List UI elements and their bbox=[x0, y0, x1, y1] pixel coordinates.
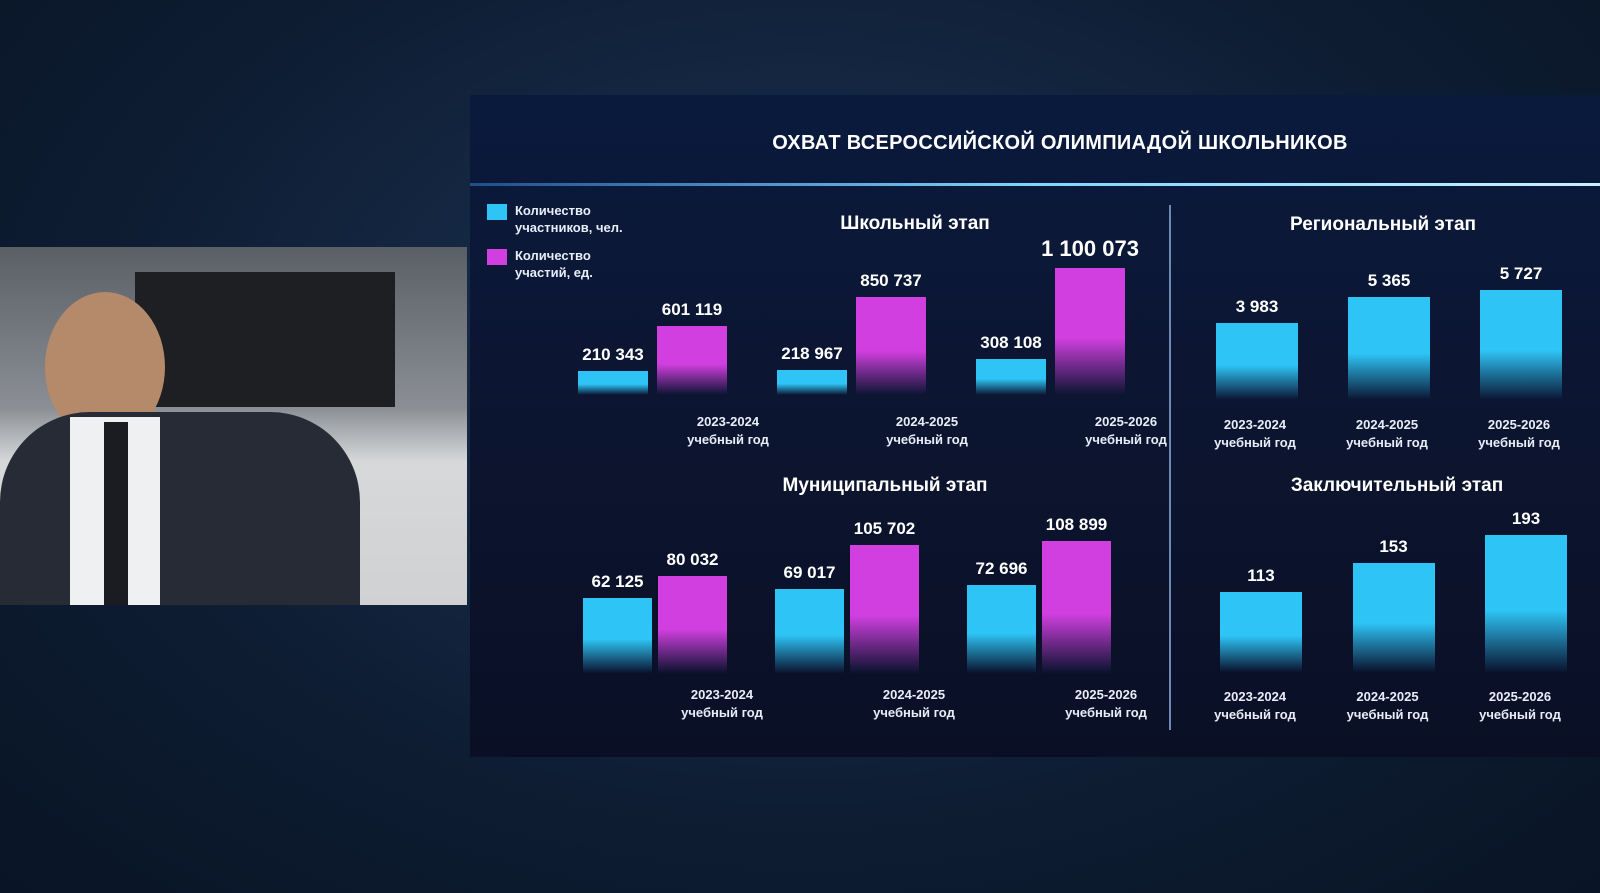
value-label: 193 bbox=[1511, 509, 1541, 528]
bar bbox=[657, 325, 727, 395]
legend-label: Количество участников, чел. bbox=[515, 203, 623, 235]
bar bbox=[1216, 323, 1298, 400]
value-label: 105 702 bbox=[853, 518, 916, 538]
legend-swatch bbox=[487, 249, 507, 265]
value-label: 5 365 bbox=[1367, 270, 1411, 290]
bar bbox=[1055, 268, 1125, 395]
monitor bbox=[135, 272, 395, 407]
video-inset bbox=[0, 247, 467, 605]
value-label: 1 100 073 bbox=[1041, 236, 1139, 261]
bar bbox=[1480, 290, 1562, 400]
value-label: 69 017 bbox=[783, 563, 836, 583]
bar bbox=[1485, 535, 1567, 672]
value-label: 210 343 bbox=[582, 344, 644, 364]
bar bbox=[856, 296, 926, 395]
legend-swatch bbox=[487, 204, 507, 220]
x-tick-label: 2024-2025 учебный год bbox=[886, 414, 968, 447]
title-underline bbox=[470, 183, 1600, 186]
value-label: 62 125 bbox=[591, 571, 644, 591]
x-tick-label: 2025-2026 учебный год bbox=[1478, 417, 1560, 450]
bar bbox=[850, 544, 919, 673]
value-label: 5 727 bbox=[1499, 264, 1543, 283]
bar bbox=[1220, 591, 1302, 672]
chart-title: Муниципальный этап bbox=[782, 475, 988, 496]
x-tick-label: 2025-2026 учебный год bbox=[1065, 687, 1147, 720]
value-label: 113 bbox=[1247, 565, 1275, 585]
slide-title: ОХВАТ ВСЕРОССИЙСКОЙ ОЛИМПИАДОЙ ШКОЛЬНИКО… bbox=[772, 132, 1348, 154]
value-label: 80 032 bbox=[666, 549, 719, 569]
tie bbox=[104, 422, 128, 605]
person-body bbox=[0, 412, 360, 605]
slide: ОХВАТ ВСЕРОССИЙСКОЙ ОЛИМПИАДОЙ ШКОЛЬНИКО… bbox=[470, 95, 1600, 757]
chart-title: Школьный этап bbox=[840, 213, 990, 234]
x-tick-label: 2023-2024 учебный год bbox=[681, 687, 763, 720]
bar bbox=[658, 575, 727, 673]
x-tick-label: 2023-2024 учебный год bbox=[1214, 417, 1296, 450]
chart-title: Заключительный этап bbox=[1290, 475, 1504, 496]
divider bbox=[1169, 205, 1171, 730]
value-label: 108 899 bbox=[1045, 515, 1108, 534]
bar bbox=[1042, 541, 1111, 673]
x-tick-label: 2024-2025 учебный год bbox=[1346, 689, 1429, 722]
bar bbox=[775, 589, 844, 673]
value-label: 72 696 bbox=[975, 558, 1028, 578]
chart-title: Региональный этап bbox=[1289, 214, 1477, 235]
value-label: 3 983 bbox=[1235, 297, 1279, 317]
x-tick-label: 2023-2024 учебный год bbox=[1214, 689, 1296, 722]
bar bbox=[1348, 296, 1430, 400]
value-label: 218 967 bbox=[781, 343, 843, 363]
legend-label: Количество участий, ед. bbox=[515, 248, 593, 280]
bar bbox=[967, 584, 1036, 673]
bar bbox=[1352, 563, 1435, 672]
x-tick-label: 2024-2025 учебный год bbox=[873, 687, 955, 720]
value-label: 601 119 bbox=[661, 299, 723, 319]
value-label: 308 108 bbox=[980, 333, 1042, 353]
x-tick-label: 2025-2026 учебный год bbox=[1085, 414, 1167, 447]
x-tick-label: 2023-2024 учебный год bbox=[687, 414, 769, 447]
x-tick-label: 2025-2026 учебный год bbox=[1479, 689, 1561, 722]
bar bbox=[976, 359, 1046, 395]
bar bbox=[777, 369, 847, 395]
bar bbox=[583, 597, 652, 673]
value-label: 850 737 bbox=[860, 270, 922, 290]
value-label: 153 bbox=[1379, 537, 1408, 557]
bar bbox=[578, 370, 648, 395]
x-tick-label: 2024-2025 учебный год bbox=[1346, 417, 1428, 450]
